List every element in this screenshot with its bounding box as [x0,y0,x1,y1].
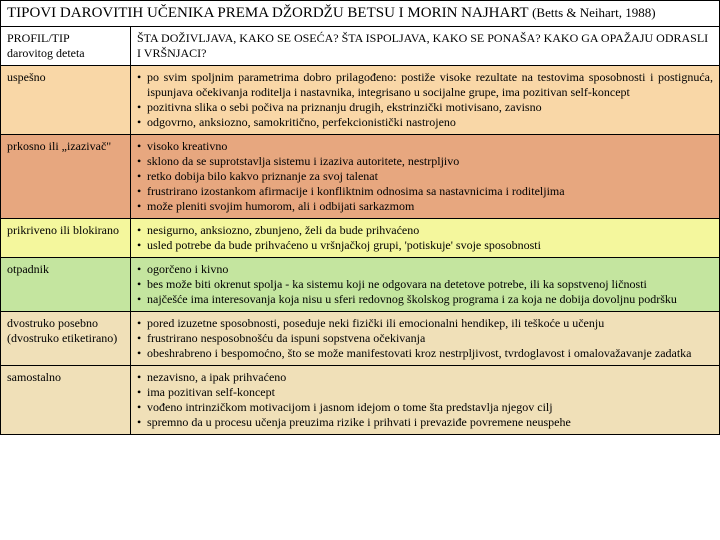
profile-description: po svim spoljnim parametrima dobro prila… [131,66,720,135]
description-list: ogorčeno i kivnobes može biti okrenut sp… [137,262,713,307]
description-item: retko dobija bilo kakvo priznanje za svo… [137,169,713,184]
description-item: ogorčeno i kivno [137,262,713,277]
description-list: po svim spoljnim parametrima dobro prila… [137,70,713,130]
table-title: TIPOVI DAROVITIH UČENIKA PREMA DŽORDŽU B… [1,1,720,27]
title-citation: (Betts & Neihart, 1988) [532,5,655,20]
description-list: nesigurno, anksiozno, zbunjeno, želi da … [137,223,713,253]
table-row: prikriveno ili blokirano nesigurno, anksi… [1,219,720,258]
description-list: pored izuzetne sposobnosti, poseduje nek… [137,316,713,361]
table-row: prkosno ili „izazivač"visoko kreativnosk… [1,135,720,219]
header-left-line2: darovitog deteta [7,46,85,60]
header-left: PROFIL/TIP darovitog deteta [1,27,131,66]
description-item: nesigurno, anksiozno, zbunjeno, želi da … [137,223,713,238]
typology-table: TIPOVI DAROVITIH UČENIKA PREMA DŽORDŽU B… [0,0,720,435]
table-row: dvostruko posebno (dvostruko etiketirano… [1,312,720,366]
table-row: uspešnopo svim spoljnim parametrima dobr… [1,66,720,135]
description-item: nezavisno, a ipak prihvaćeno [137,370,713,385]
description-item: pozitivna slika o sebi počiva na priznan… [137,100,713,115]
description-item: po svim spoljnim parametrima dobro prila… [137,70,713,100]
description-list: visoko kreativnosklono da se suprotstavl… [137,139,713,214]
header-left-line1: PROFIL/TIP [7,31,70,45]
profile-description: pored izuzetne sposobnosti, poseduje nek… [131,312,720,366]
description-item: usled potrebe da bude prihvaćeno u vršnj… [137,238,713,253]
description-item: ima pozitivan self-koncept [137,385,713,400]
profile-label: prikriveno ili blokirano [1,219,131,258]
description-list: nezavisno, a ipak prihvaćenoima pozitiva… [137,370,713,430]
table-row: otpadnikogorčeno i kivnobes može biti ok… [1,258,720,312]
profile-label: samostalno [1,366,131,435]
profile-description: ogorčeno i kivnobes može biti okrenut sp… [131,258,720,312]
profile-label: otpadnik [1,258,131,312]
description-item: sklono da se suprotstavlja sistemu i iza… [137,154,713,169]
profile-label: dvostruko posebno (dvostruko etiketirano… [1,312,131,366]
header-right: ŠTA DOŽIVLJAVA, KAKO SE OSEĆA? ŠTA ISPOL… [131,27,720,66]
description-item: obeshrabreno i bespomoćno, što se može m… [137,346,713,361]
profile-description: nezavisno, a ipak prihvaćenoima pozitiva… [131,366,720,435]
description-item: bes može biti okrenut spolja - ka sistem… [137,277,713,292]
description-item: pored izuzetne sposobnosti, poseduje nek… [137,316,713,331]
profile-description: visoko kreativnosklono da se suprotstavl… [131,135,720,219]
table-row: samostalnonezavisno, a ipak prihvaćenoim… [1,366,720,435]
title-main: TIPOVI DAROVITIH UČENIKA PREMA DŽORDŽU B… [7,5,528,21]
profile-description: nesigurno, anksiozno, zbunjeno, želi da … [131,219,720,258]
description-item: spremno da u procesu učenja preuzima riz… [137,415,713,430]
description-item: odgovrno, anksiozno, samokritično, perfe… [137,115,713,130]
description-item: vođeno intrinzičkom motivacijom i jasnom… [137,400,713,415]
title-row: TIPOVI DAROVITIH UČENIKA PREMA DŽORDŽU B… [1,1,720,27]
header-row: PROFIL/TIP darovitog deteta ŠTA DOŽIVLJA… [1,27,720,66]
description-item: frustrirano izostankom afirmacije i konf… [137,184,713,199]
description-item: najčešće ima interesovanja koja nisu u s… [137,292,713,307]
profile-label: prkosno ili „izazivač" [1,135,131,219]
description-item: može pleniti svojim humorom, ali i odbij… [137,199,713,214]
description-item: frustrirano nesposobnošću da ispuni sops… [137,331,713,346]
description-item: visoko kreativno [137,139,713,154]
profile-label: uspešno [1,66,131,135]
